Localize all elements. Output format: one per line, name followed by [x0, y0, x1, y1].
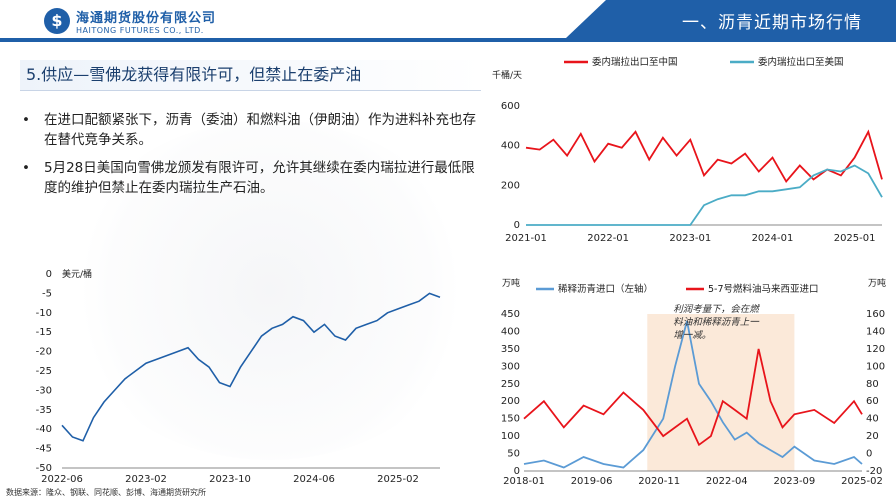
annotation-text: 利润考量下，会在燃: [673, 303, 760, 315]
x-tick-label: 2022-01: [587, 233, 629, 244]
section-banner: [566, 0, 896, 38]
legend-label: 委内瑞拉出口至美国: [758, 56, 844, 68]
y-tick-label: -15: [36, 327, 52, 338]
x-tick-label: 2023-01: [669, 233, 711, 244]
series-line: [523, 348, 863, 447]
y-tick-label: -35: [36, 405, 52, 416]
left-tick-label: 400: [501, 326, 520, 337]
left-tick-label: 150: [501, 414, 520, 425]
right-tick-label: 0: [866, 449, 872, 460]
x-tick-label: 2024-06: [293, 474, 335, 485]
right-tick-label: 140: [866, 326, 885, 337]
y-tick-label: -20: [36, 347, 52, 358]
series-line: [525, 129, 883, 183]
bullet-icon: •: [22, 160, 30, 176]
annotation-text: 增一减。: [673, 330, 711, 341]
background-watermark: [60, 120, 480, 460]
left-tick-label: 350: [501, 344, 520, 355]
left-tick-label: 100: [501, 431, 520, 442]
series-line: [526, 164, 883, 226]
company-logo: $ 海通期货股份有限公司 HAITONG FUTURES CO., LTD.: [44, 4, 216, 38]
highlight-band: [647, 314, 795, 471]
company-name-cn: 海通期货股份有限公司: [76, 11, 217, 26]
y-tick-label: 0: [514, 220, 520, 231]
y-tick-label: -5: [42, 288, 52, 299]
header-divider: [0, 38, 896, 42]
y-tick-label: -50: [36, 463, 52, 474]
right-tick-label: 80: [866, 379, 879, 390]
bullet-text: 5月28日美国向雪佛龙颁发有限许可，允许其继续在委内瑞拉进行最低限度的维护但禁止…: [44, 160, 475, 196]
slide-header: $ 海通期货股份有限公司 HAITONG FUTURES CO., LTD. 一…: [0, 0, 896, 42]
right-tick-label: 160: [866, 309, 885, 320]
y-tick-label: 200: [501, 180, 520, 191]
legend-label: 委内瑞拉出口至中国: [592, 56, 678, 68]
right-tick-label: -20: [866, 466, 882, 477]
y-tick-label: -30: [36, 385, 52, 396]
x-tick-label: 2018-01: [503, 476, 545, 487]
y-tick-label: -25: [36, 366, 52, 377]
left-axis-label: 万吨: [502, 277, 520, 289]
y-tick-label: -10: [36, 308, 52, 319]
x-tick-label: 2023-10: [209, 474, 251, 485]
right-tick-label: 100: [866, 361, 885, 372]
company-name-en: HAITONG FUTURES CO., LTD.: [76, 26, 204, 35]
y-tick-label: 0: [46, 269, 52, 280]
x-tick-label: 2022-04: [706, 476, 748, 487]
x-tick-label: 2019-06: [571, 476, 613, 487]
x-tick-label: 2021-01: [505, 233, 547, 244]
section-title: 一、沥青近期市场行情: [682, 13, 862, 33]
series-line: [61, 292, 441, 442]
y-tick-label: 400: [501, 141, 520, 152]
x-tick-label: 2025-01: [834, 233, 876, 244]
y-tick-label: -40: [36, 424, 52, 435]
right-tick-label: 120: [866, 344, 885, 355]
left-tick-label: 50: [507, 449, 520, 460]
series-line: [523, 320, 863, 469]
x-tick-label: 2022-06: [41, 474, 83, 485]
left-tick-label: 250: [501, 379, 520, 390]
left-tick-label: 200: [501, 396, 520, 407]
legend-label: 5-7号燃料油马来西亚进口: [708, 283, 819, 295]
y-axis-label: 美元/桶: [62, 268, 92, 280]
left-tick-label: 300: [501, 361, 520, 372]
y-tick-label: -45: [36, 444, 52, 455]
x-tick-label: 2023-09: [774, 476, 816, 487]
legend-label: 稀释沥青进口（左轴）: [558, 283, 653, 295]
bullet-list: • 在进口配额紧张下，沥青（委油）和燃料油（伊朗油）作为进料补充也存在替代竞争关系…: [20, 110, 480, 206]
exports-chart: 千桶/天 0 200 400 600 2021-01 2022-01 2023-01 2024-…: [492, 56, 883, 244]
logo-icon: $: [44, 8, 70, 34]
right-tick-label: 60: [866, 396, 879, 407]
annotation-text: 料油和稀释沥青上一: [673, 317, 760, 328]
left-tick-label: 450: [501, 309, 520, 320]
x-tick-label: 2020-11: [638, 476, 680, 487]
y-axis-label: 千桶/天: [492, 69, 522, 81]
spread-chart: 美元/桶 0 -5 -10 -15 -20 -25 -30 -35 -40 -45 -502022-0…: [36, 268, 441, 485]
x-tick-label: 2025-02: [377, 474, 419, 485]
right-tick-label: 20: [866, 431, 879, 442]
left-tick-label: 0: [514, 466, 520, 477]
bullet-item: • 5月28日美国向雪佛龙颁发有限许可，允许其继续在委内瑞拉进行最低限度的维护但禁…: [20, 158, 480, 198]
x-tick-label: 2024-01: [752, 233, 794, 244]
bullet-icon: •: [22, 112, 30, 128]
y-tick-label: 600: [501, 101, 520, 112]
imports-chart: 万吨 万吨 0 50 100 150 200 250 300 350 400 450 -20 0 20 40 6…: [501, 277, 886, 487]
x-tick-label: 2025-02: [841, 476, 883, 487]
data-source-footer: 数据来源：隆众、钢联、同花顺、彭博、海通期货研究所: [6, 488, 206, 497]
bullet-item: • 在进口配额紧张下，沥青（委油）和燃料油（伊朗油）作为进料补充也存在替代竞争关系…: [20, 110, 480, 150]
right-axis-label: 万吨: [868, 277, 886, 289]
slide-title: 5.供应—雪佛龙获得有限许可，但禁止在委产油: [20, 60, 481, 91]
x-tick-label: 2023-02: [125, 474, 167, 485]
right-tick-label: 40: [866, 414, 879, 425]
bullet-text: 在进口配额紧张下，沥青（委油）和燃料油（伊朗油）作为进料补充也存在替代竞争关系。: [44, 112, 476, 148]
